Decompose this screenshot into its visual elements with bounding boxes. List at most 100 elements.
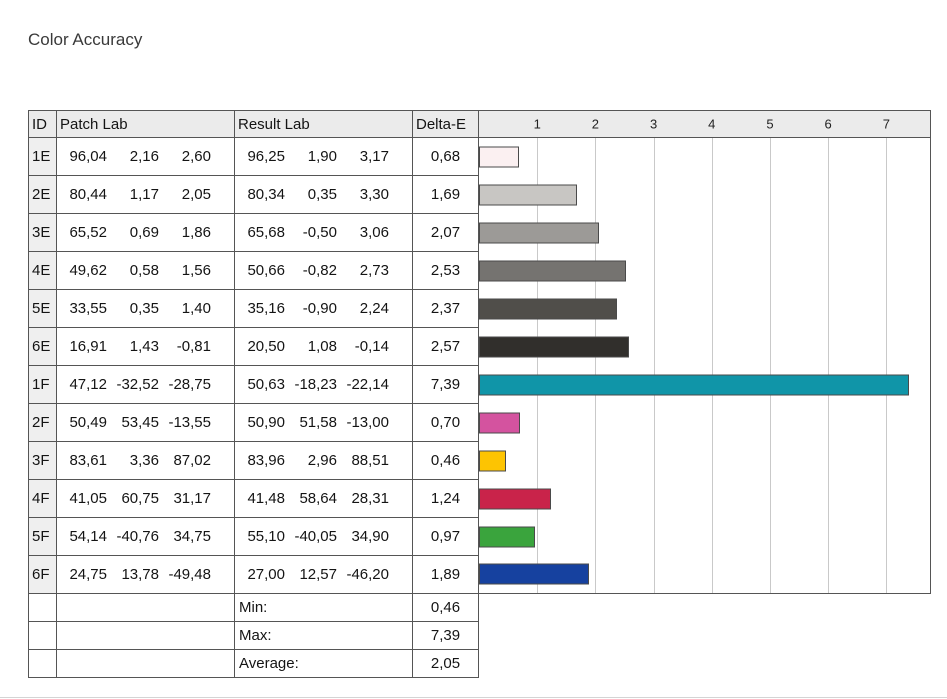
chart-cell: [478, 175, 931, 214]
gridline: [711, 517, 713, 556]
max-value: 7,39: [412, 621, 479, 650]
gridline: [653, 517, 655, 556]
header-id: ID: [28, 110, 57, 138]
gridline: [886, 138, 888, 176]
chart-cell: [478, 137, 931, 176]
gridline: [769, 138, 771, 176]
patch-lab-cell: 50,49 53,45 -13,55: [56, 403, 235, 442]
table-row: 2E 80,44 1,17 2,05 80,34 0,35 3,30 1,69: [28, 175, 931, 214]
result-lab-cell: 50,66 -0,82 2,73: [234, 251, 413, 290]
patch-a-value: 0,35: [129, 300, 159, 317]
result-a-value: 12,57: [299, 566, 337, 583]
patch-lab-cell: 80,44 1,17 2,05: [56, 175, 235, 214]
result-l-value: 65,68: [247, 224, 285, 241]
result-b-value: -0,14: [354, 338, 389, 355]
patch-b-value: -13,55: [168, 414, 211, 431]
patch-l-value: 24,75: [69, 566, 107, 583]
delta-e-cell: 1,24: [412, 479, 479, 518]
patch-l-value: 50,49: [69, 414, 107, 431]
header-result-lab: Result Lab: [234, 110, 413, 138]
gridline: [886, 555, 888, 593]
footer-chart-cell: [478, 621, 931, 650]
result-l-value: 50,66: [247, 262, 285, 279]
row-id: 5F: [28, 517, 57, 556]
gridline: [886, 517, 888, 556]
gridline: [828, 517, 830, 556]
delta-e-cell: 1,89: [412, 555, 479, 594]
delta-e-bar: [479, 184, 578, 205]
chart-cell: [478, 289, 931, 328]
gridline: [769, 479, 771, 518]
gridline: [828, 555, 830, 593]
min-label: Min:: [234, 593, 413, 622]
patch-lab-cell: 33,55 0,35 1,40: [56, 289, 235, 328]
patch-lab-cell: 24,75 13,78 -49,48: [56, 555, 235, 594]
patch-b-value: 34,75: [173, 528, 211, 545]
row-id: 2E: [28, 175, 57, 214]
gridline: [711, 479, 713, 518]
delta-e-cell: 7,39: [412, 365, 479, 404]
gridline: [653, 289, 655, 328]
result-a-value: 0,35: [307, 186, 337, 203]
gridline: [769, 403, 771, 442]
gridline: [769, 251, 771, 290]
row-id: 1E: [28, 137, 57, 176]
result-a-value: 1,90: [307, 148, 337, 165]
gridline: [886, 175, 888, 214]
min-value: 0,46: [412, 593, 479, 622]
gridline: [595, 175, 597, 214]
result-b-value: -46,20: [346, 566, 389, 583]
gridline: [769, 289, 771, 328]
gridline: [537, 403, 539, 442]
axis-tick: 1: [533, 116, 541, 132]
table-row: 5E 33,55 0,35 1,40 35,16 -0,90 2,24 2,37: [28, 289, 931, 328]
gridline: [886, 213, 888, 252]
gridline: [711, 289, 713, 328]
result-a-value: -0,82: [302, 262, 337, 279]
gridline: [537, 441, 539, 480]
average-label: Average:: [234, 649, 413, 678]
footer-chart-cell: [478, 649, 931, 678]
patch-a-value: 0,58: [129, 262, 159, 279]
delta-e-cell: 2,07: [412, 213, 479, 252]
patch-l-value: 96,04: [69, 148, 107, 165]
result-lab-cell: 20,50 1,08 -0,14: [234, 327, 413, 366]
patch-lab-cell: 47,12 -32,52 -28,75: [56, 365, 235, 404]
patch-l-value: 80,44: [69, 186, 107, 203]
chart-axis-header: 1 2 3 4 5 6 7: [478, 110, 931, 138]
table-row: 3F 83,61 3,36 87,02 83,96 2,96 88,51 0,46: [28, 441, 931, 480]
patch-b-value: -0,81: [176, 338, 211, 355]
patch-l-value: 83,61: [69, 452, 107, 469]
row-id: 3F: [28, 441, 57, 480]
gridline: [595, 555, 597, 593]
window-bottom-edge: [0, 697, 947, 698]
result-b-value: 88,51: [351, 452, 389, 469]
table-row: 6F 24,75 13,78 -49,48 27,00 12,57 -46,20 1,8…: [28, 555, 931, 594]
delta-e-bar: [479, 146, 519, 168]
gridline: [828, 327, 830, 366]
axis-tick: 6: [824, 116, 832, 132]
result-l-value: 83,96: [247, 452, 285, 469]
table-row: 4F 41,05 60,75 31,17 41,48 58,64 28,31 1,24: [28, 479, 931, 518]
stat-empty-cell: [56, 649, 235, 678]
gridline: [711, 251, 713, 290]
result-a-value: 58,64: [299, 490, 337, 507]
axis-tick: 4: [708, 116, 716, 132]
chart-cell: [478, 365, 931, 404]
gridline: [537, 138, 539, 176]
result-lab-cell: 65,68 -0,50 3,06: [234, 213, 413, 252]
gridline: [769, 213, 771, 252]
patch-a-value: 0,69: [129, 224, 159, 241]
delta-e-cell: 0,46: [412, 441, 479, 480]
patch-b-value: -28,75: [168, 376, 211, 393]
gridline: [769, 517, 771, 556]
patch-lab-cell: 83,61 3,36 87,02: [56, 441, 235, 480]
patch-l-value: 33,55: [69, 300, 107, 317]
patch-a-value: 3,36: [129, 452, 159, 469]
gridline: [711, 327, 713, 366]
patch-b-value: 2,05: [181, 186, 211, 203]
result-l-value: 96,25: [247, 148, 285, 165]
delta-e-cell: 2,53: [412, 251, 479, 290]
patch-a-value: 13,78: [121, 566, 159, 583]
gridline: [653, 479, 655, 518]
